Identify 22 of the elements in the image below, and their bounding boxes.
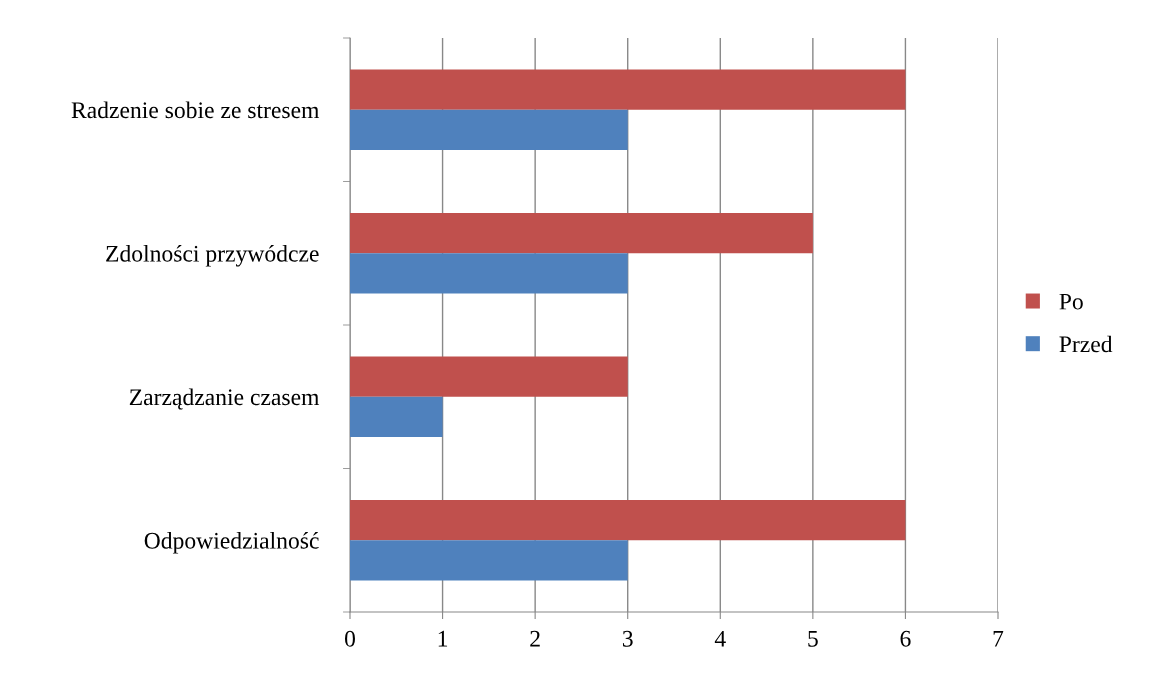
bar [350, 213, 813, 254]
y-tick-label: Odpowiedzialność [144, 532, 319, 554]
bar [350, 540, 628, 581]
x-tick-label: 2 [530, 630, 540, 647]
bar [350, 500, 906, 541]
bar [350, 253, 628, 294]
bar [350, 109, 628, 150]
y-tick-label: Zdolności przywódcze [106, 245, 319, 267]
bar [350, 356, 628, 397]
legend-label: Po [1059, 293, 1083, 310]
legend-label: Przed [1059, 335, 1113, 353]
x-tick-label: 5 [808, 630, 818, 647]
x-tick-label: 0 [345, 630, 355, 647]
y-tick-label: Zarządzanie czasem [129, 388, 320, 410]
bar [350, 396, 443, 437]
x-tick-label: 1 [438, 630, 448, 647]
x-tick-label: 4 [714, 630, 726, 647]
x-tick-label: 6 [900, 630, 911, 647]
x-tick-label: 7 [993, 630, 1004, 647]
bar [350, 69, 906, 110]
x-tick-label: 3 [622, 630, 633, 647]
y-tick-label: Radzenie sobie ze stresem [71, 101, 320, 119]
